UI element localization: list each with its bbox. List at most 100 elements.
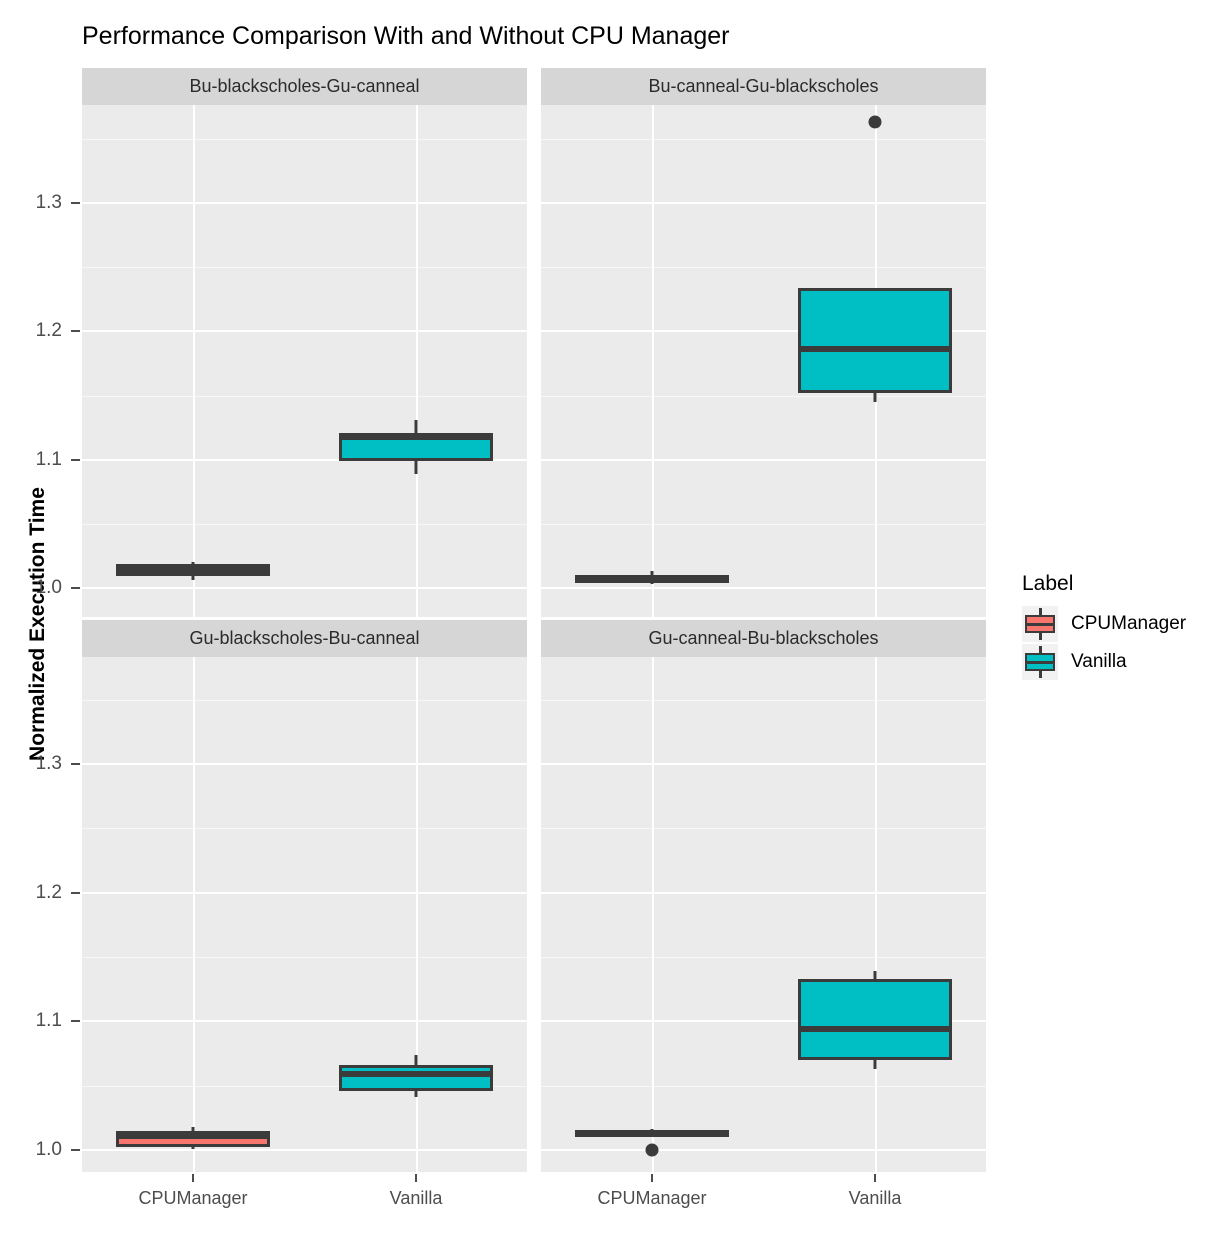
median-line bbox=[339, 433, 493, 440]
x-axis-tick-label: CPUManager bbox=[597, 1188, 707, 1208]
gridline-minor-horizontal bbox=[541, 523, 986, 525]
gridline-minor-horizontal bbox=[541, 267, 986, 269]
whisker-upper bbox=[414, 1054, 418, 1066]
gridline-major-horizontal bbox=[82, 202, 527, 205]
x-axis-tick-mark bbox=[874, 1174, 876, 1182]
gridline-minor-horizontal bbox=[541, 699, 986, 701]
x-axis-tick-mark bbox=[192, 1174, 194, 1182]
y-axis-tick-mark bbox=[71, 762, 80, 765]
legend-item[interactable]: CPUManager bbox=[1022, 606, 1186, 642]
gridline-minor-horizontal bbox=[541, 1085, 986, 1087]
y-axis-tick-label: 1.1 bbox=[35, 448, 62, 470]
gridline-major-horizontal bbox=[82, 762, 527, 765]
page-title: Performance Comparison With and Without … bbox=[82, 22, 730, 50]
median-line bbox=[575, 577, 729, 584]
facet-strip-label: Gu-canneal-Bu-blackscholes bbox=[541, 620, 986, 657]
facet-strip-label: Bu-blackscholes-Gu-canneal bbox=[82, 68, 527, 105]
gridline-minor-horizontal bbox=[82, 395, 527, 397]
legend-entries: CPUManager Vanilla bbox=[1022, 606, 1186, 680]
gridline-major-horizontal bbox=[541, 587, 986, 589]
gridline-minor-horizontal bbox=[82, 267, 527, 269]
gridline-major-horizontal bbox=[82, 1020, 527, 1023]
legend-title: Label bbox=[1022, 572, 1074, 595]
gridline-minor-horizontal bbox=[82, 138, 527, 140]
whisker-lower bbox=[414, 460, 418, 474]
gridline-major-horizontal bbox=[82, 330, 527, 333]
gridline-major-horizontal bbox=[541, 762, 986, 765]
whisker-upper bbox=[191, 1126, 195, 1131]
gridline-major-horizontal bbox=[541, 891, 986, 894]
gridline-minor-horizontal bbox=[541, 828, 986, 830]
whisker-upper bbox=[873, 971, 877, 979]
gridline-minor-horizontal bbox=[82, 956, 527, 958]
y-axis-tick-mark bbox=[71, 1020, 80, 1023]
whisker-lower bbox=[414, 1090, 418, 1098]
outlier-point[interactable] bbox=[645, 1143, 659, 1157]
whisker-upper bbox=[191, 562, 195, 564]
whisker-lower bbox=[191, 576, 195, 581]
gridline-major-vertical bbox=[875, 657, 877, 1172]
gridline-major-horizontal bbox=[82, 1149, 527, 1151]
y-axis-tick-label: 1.1 bbox=[35, 1010, 62, 1032]
facet-panel bbox=[541, 657, 986, 1172]
facet-panel bbox=[82, 105, 527, 617]
gridline-major-horizontal bbox=[541, 1020, 986, 1023]
gridline-major-vertical bbox=[193, 657, 195, 1172]
x-axis-tick-mark bbox=[651, 1174, 653, 1182]
y-axis-tick-label: 1.3 bbox=[35, 752, 62, 774]
legend: Label CPUManager Vanilla bbox=[1022, 572, 1186, 682]
gridline-major-vertical bbox=[652, 657, 654, 1172]
facet-panel bbox=[82, 657, 527, 1172]
outlier-point[interactable] bbox=[868, 115, 882, 129]
gridline-major-vertical bbox=[416, 657, 418, 1172]
median-line bbox=[116, 1132, 270, 1139]
whisker-upper bbox=[650, 1129, 654, 1131]
facet-panel bbox=[541, 105, 986, 617]
median-line bbox=[798, 1026, 952, 1033]
box-iqr bbox=[339, 1065, 493, 1091]
legend-median bbox=[1025, 623, 1055, 626]
gridline-major-horizontal bbox=[82, 587, 527, 589]
whisker-lower bbox=[873, 1059, 877, 1069]
y-axis-tick-label: 1.2 bbox=[35, 881, 62, 903]
y-axis-tick-mark bbox=[71, 587, 80, 589]
whisker-upper bbox=[414, 419, 418, 433]
legend-item[interactable]: Vanilla bbox=[1022, 644, 1186, 680]
legend-item-label: Vanilla bbox=[1071, 651, 1127, 672]
x-axis-tick-label: Vanilla bbox=[848, 1188, 902, 1208]
y-axis-tick-label: 1.2 bbox=[35, 320, 62, 342]
legend-median bbox=[1025, 661, 1055, 664]
gridline-minor-horizontal bbox=[541, 395, 986, 397]
gridline-major-horizontal bbox=[541, 330, 986, 333]
gridline-minor-horizontal bbox=[82, 1085, 527, 1087]
gridline-minor-horizontal bbox=[82, 828, 527, 830]
facet-strip-label: Bu-canneal-Gu-blackscholes bbox=[541, 68, 986, 105]
median-line bbox=[798, 346, 952, 353]
gridline-minor-horizontal bbox=[82, 699, 527, 701]
gridline-major-horizontal bbox=[541, 458, 986, 461]
whisker-lower bbox=[873, 392, 877, 402]
x-axis-tick-label: Vanilla bbox=[389, 1188, 443, 1208]
y-axis-tick-mark bbox=[71, 330, 80, 333]
whisker-lower bbox=[191, 1147, 195, 1149]
legend-key-swatch bbox=[1022, 644, 1058, 680]
gridline-major-vertical bbox=[652, 105, 654, 617]
y-axis-tick-label: 1.3 bbox=[35, 192, 62, 214]
whisker-lower bbox=[650, 582, 654, 585]
y-axis-tick-label: 1.0 bbox=[35, 577, 62, 598]
facet-strip-label: Gu-blackscholes-Bu-canneal bbox=[82, 620, 527, 657]
median-line bbox=[339, 1071, 493, 1078]
gridline-major-vertical bbox=[193, 105, 195, 617]
box-iqr bbox=[798, 287, 952, 393]
y-axis-tick-mark bbox=[71, 891, 80, 894]
whisker-upper bbox=[650, 571, 654, 576]
gridline-minor-horizontal bbox=[82, 523, 527, 525]
gridline-major-horizontal bbox=[82, 891, 527, 894]
y-axis-title: Normalized Execution Time bbox=[26, 487, 49, 761]
gridline-major-vertical bbox=[416, 105, 418, 617]
y-axis-tick-label: 1.0 bbox=[35, 1139, 62, 1160]
gridline-major-horizontal bbox=[541, 1149, 986, 1151]
legend-item-label: CPUManager bbox=[1071, 613, 1187, 634]
gridline-major-horizontal bbox=[541, 202, 986, 205]
